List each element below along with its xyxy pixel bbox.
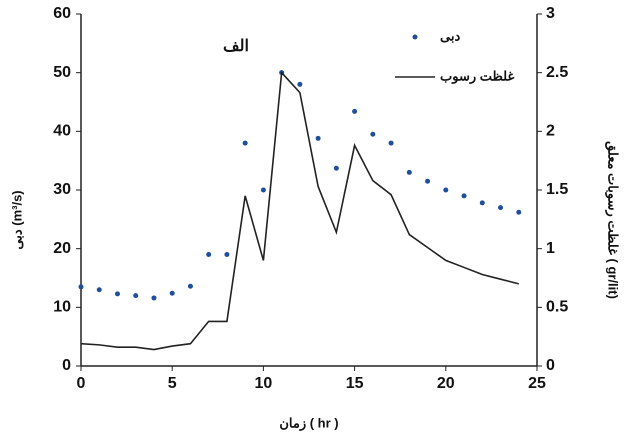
y-tick-label: 10	[53, 299, 71, 316]
legend-label: غلظت رسوب	[440, 68, 514, 84]
y2-tick-label: 3	[546, 5, 555, 22]
data-point	[498, 205, 504, 211]
y2-tick-label: 1	[546, 240, 555, 257]
data-point	[388, 140, 394, 146]
data-point	[297, 81, 303, 87]
y2-tick-label: 2	[546, 123, 555, 140]
y2-tick-label: 2.5	[546, 64, 568, 81]
data-point	[206, 252, 212, 258]
data-point	[114, 291, 120, 297]
y-axis-label: دبی (m³/s)	[9, 190, 24, 249]
y-tick-label: 40	[53, 123, 71, 140]
data-point	[352, 108, 358, 114]
data-point	[333, 165, 339, 171]
data-point	[260, 187, 266, 193]
y-tick-label: 0	[62, 357, 71, 374]
y-tick-label: 60	[53, 5, 71, 22]
data-point	[479, 200, 485, 206]
data-point	[78, 284, 84, 290]
legend-label: دبی	[440, 28, 460, 43]
data-point	[443, 187, 449, 193]
x-tick-label: 10	[255, 375, 273, 392]
data-point	[96, 287, 102, 293]
legend-marker	[412, 34, 418, 40]
data-point	[224, 252, 230, 258]
x-tick-label: 20	[437, 375, 455, 392]
data-point	[133, 293, 139, 299]
x-tick-label: 25	[528, 375, 546, 392]
data-point	[461, 193, 467, 199]
y-tick-label: 30	[53, 181, 71, 198]
data-point	[406, 169, 412, 175]
x-tick-label: 0	[77, 375, 86, 392]
x-axis-label: زمان ( hr )	[279, 415, 338, 431]
data-point	[315, 135, 321, 141]
y-tick-label: 20	[53, 240, 71, 257]
data-line	[80, 70, 519, 351]
x-tick-label: 15	[346, 375, 364, 392]
data-point	[242, 140, 248, 146]
x-tick-label: 5	[168, 375, 177, 392]
y2-tick-label: 1.5	[546, 181, 568, 198]
data-point	[425, 178, 431, 184]
data-point	[516, 209, 522, 215]
y2-tick-label: 0	[546, 357, 555, 374]
y-tick-label: 50	[53, 64, 71, 81]
y2-axis-label: غلظت رسوبات معلق ( gr/lit)	[605, 141, 621, 299]
data-point	[370, 131, 376, 137]
y2-tick-label: 0.5	[546, 299, 568, 316]
data-point	[169, 290, 175, 296]
chart-title: الف	[223, 38, 249, 55]
data-point	[187, 283, 193, 289]
data-point	[151, 295, 157, 301]
